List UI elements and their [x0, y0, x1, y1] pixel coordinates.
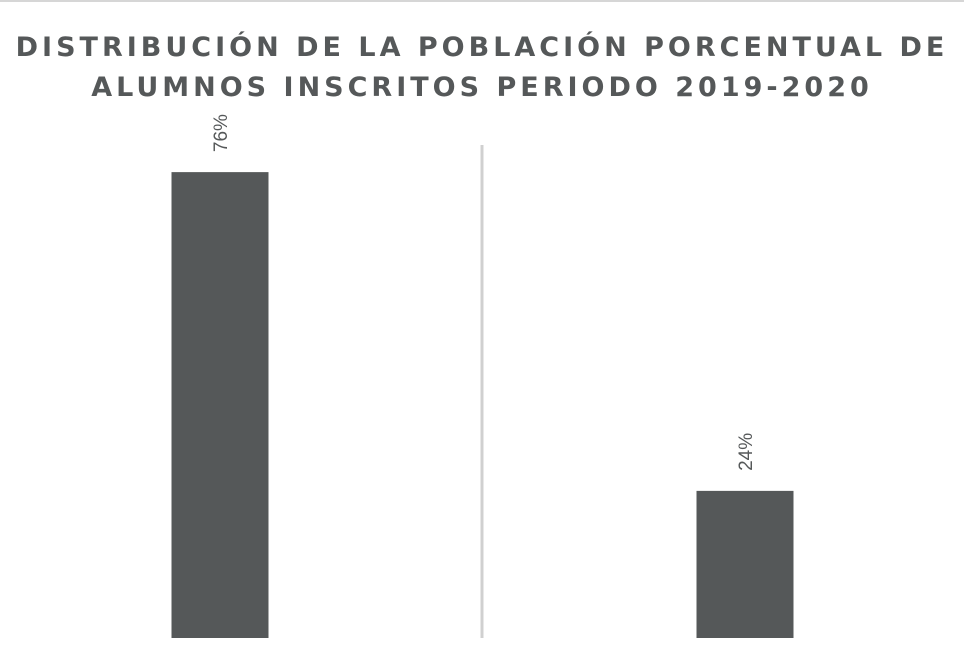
chart-title: DISTRIBUCIÓN DE LA POBLACIÓN PORCENTUAL …: [0, 28, 964, 108]
chart-title-line-1: DISTRIBUCIÓN DE LA POBLACIÓN PORCENTUAL …: [15, 32, 949, 63]
bar-1-value-label: 76%: [211, 114, 232, 152]
bar-1: [171, 172, 269, 638]
top-border-line: [0, 0, 964, 2]
chart-title-line-2: ALUMNOS INSCRITOS PERIODO 2019-2020: [91, 72, 873, 103]
bar-2: [696, 490, 794, 638]
bar-2-value-label: 24%: [736, 433, 757, 471]
